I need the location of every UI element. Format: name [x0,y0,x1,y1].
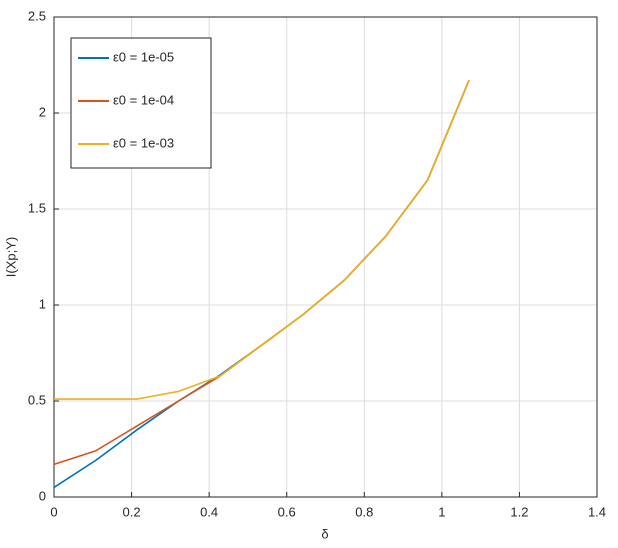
x-tick-label: 0.4 [200,504,218,519]
legend-label: ε0 = 1e-05 [113,49,174,64]
y-axis-label: I(Xp;Y) [3,237,18,277]
legend-label: ε0 = 1e-03 [113,135,174,150]
y-tick-label: 2 [39,104,46,119]
x-tick-label: 0.8 [355,504,373,519]
y-tick-label: 1 [39,296,46,311]
x-tick-label: 1.2 [510,504,528,519]
x-tick-label: 0.2 [123,504,141,519]
x-tick-label: 0 [50,504,57,519]
x-tick-label: 1.4 [588,504,606,519]
x-tick-label: 0.6 [278,504,296,519]
legend-label: ε0 = 1e-04 [113,92,174,107]
x-axis-label: δ [321,526,328,541]
legend-box [70,37,212,169]
x-tick-label: 1 [438,504,445,519]
y-tick-label: 0 [39,488,46,503]
line-series [54,80,470,400]
y-tick-label: 2.5 [28,8,46,23]
axes-box [53,16,598,498]
y-tick-label: 0.5 [28,392,46,407]
y-tick-label: 1.5 [28,200,46,215]
